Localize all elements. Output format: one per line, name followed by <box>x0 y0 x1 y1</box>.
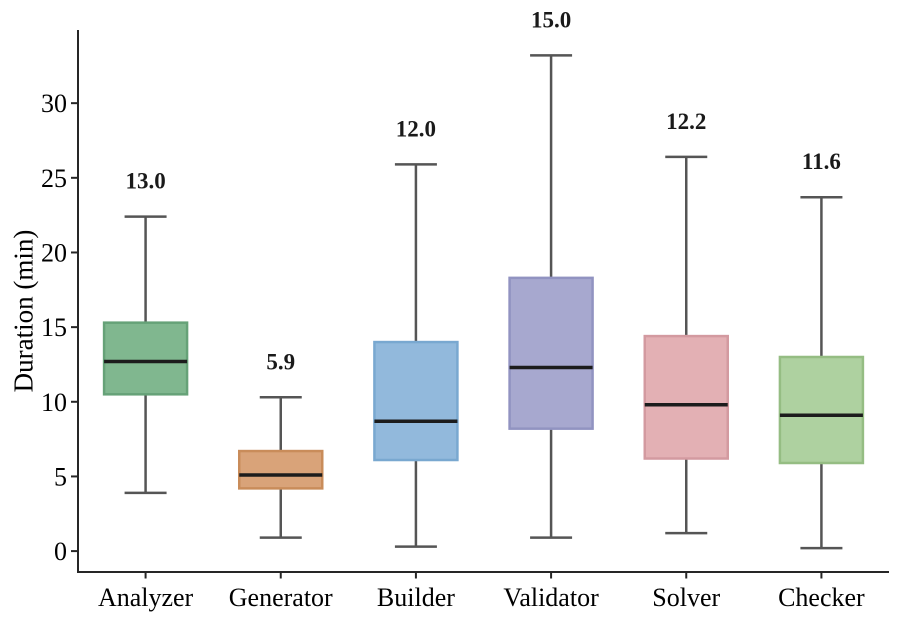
y-axis-title: Duration (min) <box>8 229 39 393</box>
boxplot-analyzer: 13.0 <box>102 169 189 495</box>
box <box>102 321 189 396</box>
x-category-label: Checker <box>778 583 865 612</box>
x-category-label: Validator <box>503 583 599 612</box>
mean-label: 13.0 <box>125 169 165 194</box>
x-category-label: Builder <box>377 583 455 612</box>
mean-label: 12.2 <box>666 109 706 134</box>
box <box>238 449 324 490</box>
mean-label: 15.0 <box>531 7 571 32</box>
boxplot-generator: 5.9 <box>238 349 324 539</box>
x-category-label: Solver <box>652 583 720 612</box>
y-tick-label: 0 <box>54 537 67 566</box>
box <box>643 334 729 460</box>
y-tick-label: 20 <box>41 238 67 267</box>
mean-label: 5.9 <box>266 349 295 374</box>
y-tick-label: 5 <box>54 462 67 491</box>
boxplot-checker: 11.6 <box>778 149 865 550</box>
box <box>508 276 594 430</box>
y-tick-label: 10 <box>41 388 67 417</box>
y-tick-label: 25 <box>41 164 67 193</box>
x-category-label: Analyzer <box>98 583 194 612</box>
boxplot-validator: 15.0 <box>508 7 594 539</box>
mean-label: 12.0 <box>396 116 436 141</box>
boxplot-builder: 12.0 <box>373 116 459 548</box>
x-category-label: Generator <box>229 583 333 612</box>
y-tick-label: 15 <box>41 313 67 342</box>
mean-label: 11.6 <box>802 149 841 174</box>
box <box>373 340 459 462</box>
boxplot-solver: 12.2 <box>643 109 729 535</box>
y-tick-label: 30 <box>41 89 67 118</box>
box <box>778 355 865 465</box>
